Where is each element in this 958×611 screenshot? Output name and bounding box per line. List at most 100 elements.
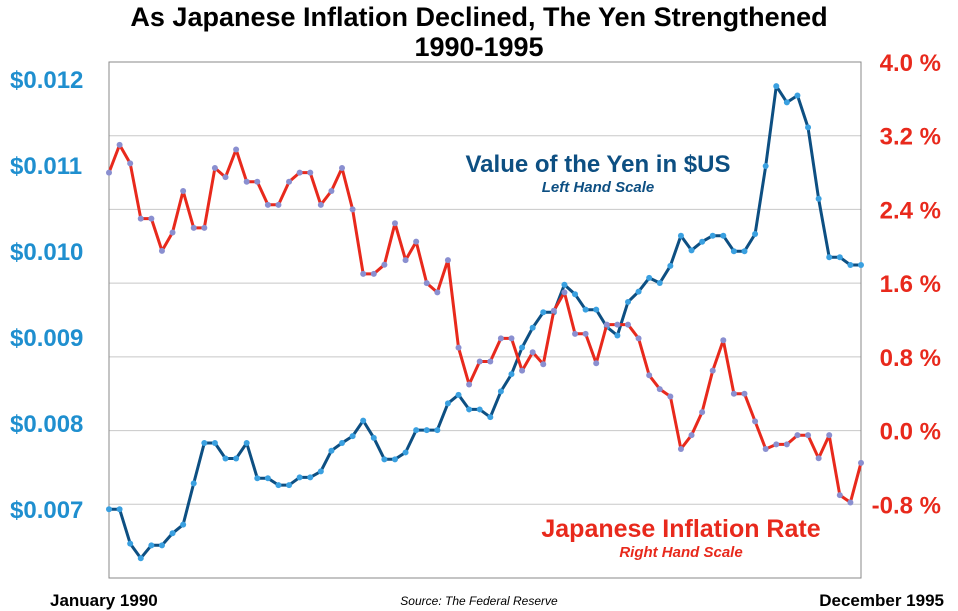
left-tick-label: $0.007 bbox=[10, 497, 83, 524]
inflation-point bbox=[688, 432, 695, 439]
yen-point bbox=[624, 298, 631, 305]
right-tick-label: 4.0 % bbox=[880, 50, 941, 77]
yen-series-sublabel: Left Hand Scale bbox=[542, 179, 655, 196]
yen-point bbox=[487, 414, 494, 421]
inflation-point bbox=[360, 270, 367, 277]
inflation-point bbox=[529, 349, 536, 356]
inflation-point bbox=[508, 335, 515, 342]
x-end-label: December 1995 bbox=[819, 591, 944, 610]
yen-point bbox=[127, 540, 134, 547]
yen-point bbox=[254, 475, 261, 482]
yen-point bbox=[773, 83, 780, 90]
yen-point bbox=[614, 332, 621, 339]
yen-point bbox=[593, 306, 600, 313]
gridlines bbox=[109, 61, 861, 505]
inflation-point bbox=[773, 441, 780, 448]
inflation-point bbox=[444, 257, 451, 264]
yen-point bbox=[423, 427, 430, 434]
inflation-point bbox=[677, 446, 684, 452]
yen-point bbox=[667, 262, 674, 269]
inflation-point bbox=[561, 289, 568, 296]
yen-point bbox=[349, 433, 356, 440]
yen-point bbox=[699, 238, 706, 245]
left-tick-label: $0.010 bbox=[10, 239, 83, 266]
left-tick-label: $0.011 bbox=[10, 153, 82, 180]
inflation-point bbox=[794, 432, 801, 439]
yen-point bbox=[233, 455, 240, 462]
yen-point bbox=[752, 231, 759, 237]
yen-point bbox=[296, 474, 303, 481]
inflation-point bbox=[741, 390, 748, 397]
yen-point bbox=[169, 530, 176, 537]
inflation-line bbox=[107, 143, 863, 504]
inflation-point bbox=[349, 206, 356, 213]
yen-point bbox=[381, 456, 388, 463]
yen-point bbox=[211, 439, 218, 446]
inflation-point bbox=[339, 164, 346, 171]
yen-point bbox=[307, 474, 314, 481]
source-note: Source: The Federal Reserve bbox=[400, 594, 558, 608]
inflation-point bbox=[826, 432, 833, 439]
yen-point bbox=[836, 254, 843, 261]
yen-point bbox=[741, 248, 748, 255]
inflation-point bbox=[847, 499, 854, 506]
right-tick-label: 2.4 % bbox=[880, 197, 941, 224]
yen-point bbox=[561, 281, 568, 288]
inflation-point bbox=[211, 164, 218, 171]
inflation-series-label: Japanese Inflation Rate bbox=[541, 515, 820, 543]
yen-point bbox=[529, 324, 536, 331]
right-tick-label: 1.6 % bbox=[880, 271, 941, 298]
inflation-point bbox=[582, 330, 589, 337]
inflation-point bbox=[434, 289, 441, 296]
inflation-point bbox=[815, 455, 822, 462]
inflation-point bbox=[158, 247, 165, 254]
inflation-point bbox=[423, 280, 430, 287]
inflation-point bbox=[275, 201, 282, 208]
yen-point bbox=[444, 400, 451, 407]
yen-point bbox=[391, 456, 398, 463]
yen-point bbox=[858, 261, 864, 268]
inflation-point bbox=[805, 432, 812, 439]
inflation-point bbox=[201, 224, 208, 231]
inflation-point bbox=[254, 178, 261, 185]
yen-point bbox=[476, 406, 483, 413]
yen-point bbox=[190, 480, 197, 487]
yen-point bbox=[783, 99, 790, 106]
yen-point bbox=[826, 254, 833, 261]
inflation-point bbox=[762, 446, 769, 452]
yen-point bbox=[222, 455, 229, 462]
inflation-point bbox=[646, 372, 653, 379]
inflation-point bbox=[709, 367, 716, 374]
plot-frame bbox=[108, 61, 862, 579]
yen-point bbox=[677, 232, 684, 239]
yen-point bbox=[317, 468, 324, 475]
yen-point bbox=[243, 439, 250, 446]
yen-point bbox=[360, 417, 367, 424]
inflation-point bbox=[317, 201, 324, 208]
right-axis-ticks: 4.0 % 3.2 % 2.4 % 1.6 % 0.8 % 0.0 % -0.8 % bbox=[872, 50, 941, 519]
inflation-point bbox=[264, 201, 271, 208]
inflation-point bbox=[127, 160, 134, 167]
yen-point bbox=[264, 475, 271, 482]
right-tick-label: 0.8 % bbox=[880, 345, 941, 372]
yen-point bbox=[106, 506, 112, 513]
inflation-point bbox=[497, 335, 504, 342]
inflation-point bbox=[137, 215, 144, 222]
yen-point bbox=[730, 248, 737, 255]
yen-point bbox=[635, 288, 642, 295]
yen-point bbox=[137, 555, 144, 562]
yen-point bbox=[805, 124, 812, 131]
yen-point bbox=[328, 447, 335, 454]
left-tick-label: $0.008 bbox=[10, 411, 83, 438]
inflation-point bbox=[487, 358, 494, 365]
inflation-point bbox=[783, 441, 790, 448]
yen-point bbox=[402, 449, 409, 456]
yen-point bbox=[180, 521, 187, 528]
yen-point bbox=[148, 542, 155, 549]
inflation-point bbox=[519, 367, 526, 374]
inflation-point bbox=[550, 307, 557, 314]
yen-point bbox=[762, 163, 769, 170]
inflation-point bbox=[593, 360, 600, 367]
inflation-point bbox=[370, 270, 377, 277]
